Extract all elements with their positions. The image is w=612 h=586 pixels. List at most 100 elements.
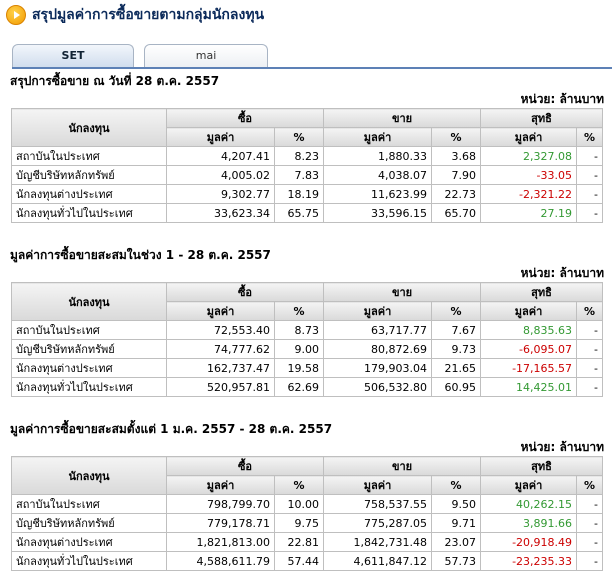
header-sell-pct: %: [431, 127, 482, 147]
sell-value: 4,038.07: [323, 165, 433, 185]
section-title: สรุปการซื้อขาย ณ วันที่ 28 ต.ค. 2557: [10, 74, 220, 88]
buy-value: 74,777.62: [166, 339, 275, 359]
tab-divider: [12, 67, 612, 69]
unit-label: หน่วย: ล้านบาท: [520, 440, 604, 454]
buy-value: 162,737.47: [166, 358, 275, 378]
table-row: บัญชีบริษัทหลักทรัพย์ 779,178.71 9.75 775,2…: [11, 513, 604, 533]
buy-value: 4,207.41: [166, 146, 275, 166]
header-net-value: มูลค่า: [480, 301, 578, 321]
header-investor: นักลงทุน: [11, 282, 167, 321]
header-net: สุทธิ: [480, 456, 604, 476]
header-sell-pct: %: [431, 475, 482, 495]
investor-name: บัญชีบริษัทหลักทรัพย์: [11, 513, 167, 533]
net-value: -33.05: [480, 165, 578, 185]
buy-pct: 10.00: [273, 494, 325, 514]
buy-pct: 65.75: [273, 203, 325, 223]
net-value: 14,425.01: [480, 377, 578, 397]
table-row: สถาบันในประเทศ 4,207.41 8.23 1,880.33 3.68 2,…: [11, 146, 604, 166]
net-value: -2,321.22: [480, 184, 578, 204]
net-value: -20,918.49: [480, 532, 578, 552]
buy-pct: 8.73: [273, 320, 325, 340]
header-net-pct: %: [576, 127, 604, 147]
table-row: นักลงทุนทั่วไปในประเทศ 33,623.34 65.75 33,5…: [11, 203, 604, 223]
header-net-value: มูลค่า: [480, 127, 578, 147]
header-sell-value: มูลค่า: [323, 127, 433, 147]
header-buy: ซื้อ: [165, 108, 325, 128]
investor-name: สถาบันในประเทศ: [11, 494, 167, 514]
investor-name: สถาบันในประเทศ: [11, 146, 167, 166]
trading-table: นักลงทุน ซื้อ ขาย สุทธิ มูลค่า% มูลค่า% มูลค่า…: [11, 108, 604, 223]
net-pct: -: [576, 377, 604, 397]
net-value: 27.19: [480, 203, 578, 223]
table-row: สถาบันในประเทศ 798,799.70 10.00 758,537.55 9…: [11, 494, 604, 514]
sell-value: 758,537.55: [323, 494, 433, 514]
table-row: บัญชีบริษัทหลักทรัพย์ 4,005.02 7.83 4,038.0…: [11, 165, 604, 185]
buy-pct: 8.23: [273, 146, 325, 166]
investor-name: นักลงทุนต่างประเทศ: [11, 532, 167, 552]
net-value: -17,165.57: [480, 358, 578, 378]
sell-value: 775,287.05: [323, 513, 433, 533]
net-pct: -: [576, 165, 604, 185]
sell-pct: 3.68: [431, 146, 482, 166]
header-sell-pct: %: [431, 301, 482, 321]
market-tabs: SET mai: [12, 44, 612, 69]
trading-table: นักลงทุน ซื้อ ขาย สุทธิ มูลค่า% มูลค่า% มูลค่า…: [11, 456, 604, 571]
net-value: -23,235.33: [480, 551, 578, 571]
net-value: 3,891.66: [480, 513, 578, 533]
header-net-value: มูลค่า: [480, 475, 578, 495]
buy-value: 4,588,611.79: [166, 551, 275, 571]
net-pct: -: [576, 339, 604, 359]
sell-value: 179,903.04: [323, 358, 433, 378]
investor-name: นักลงทุนทั่วไปในประเทศ: [11, 203, 167, 223]
net-pct: -: [576, 532, 604, 552]
sell-pct: 9.73: [431, 339, 482, 359]
investor-name: สถาบันในประเทศ: [11, 320, 167, 340]
investor-name: นักลงทุนทั่วไปในประเทศ: [11, 551, 167, 571]
table-row: บัญชีบริษัทหลักทรัพย์ 74,777.62 9.00 80,872…: [11, 339, 604, 359]
sell-pct: 22.73: [431, 184, 482, 204]
sell-value: 1,842,731.48: [323, 532, 433, 552]
header-sell: ขาย: [323, 456, 482, 476]
buy-value: 798,799.70: [166, 494, 275, 514]
header-net-pct: %: [576, 301, 604, 321]
sell-value: 63,717.77: [323, 320, 433, 340]
buy-value: 72,553.40: [166, 320, 275, 340]
tab-mai[interactable]: mai: [144, 44, 268, 68]
sell-pct: 60.95: [431, 377, 482, 397]
net-pct: -: [576, 358, 604, 378]
buy-value: 1,821,813.00: [166, 532, 275, 552]
buy-pct: 18.19: [273, 184, 325, 204]
header-buy: ซื้อ: [165, 456, 325, 476]
table-row: นักลงทุนทั่วไปในประเทศ 4,588,611.79 57.44 4…: [11, 551, 604, 571]
investor-name: นักลงทุนต่างประเทศ: [11, 358, 167, 378]
sell-pct: 21.65: [431, 358, 482, 378]
buy-pct: 9.75: [273, 513, 325, 533]
header-buy-value: มูลค่า: [166, 301, 275, 321]
sell-value: 1,880.33: [323, 146, 433, 166]
arrow-circle-icon: [6, 5, 26, 25]
section-title: มูลค่าการซื้อขายสะสมในช่วง 1 - 28 ต.ค. 2…: [10, 248, 271, 262]
buy-pct: 9.00: [273, 339, 325, 359]
sell-pct: 7.67: [431, 320, 482, 340]
buy-pct: 62.69: [273, 377, 325, 397]
buy-value: 33,623.34: [166, 203, 275, 223]
tab-set[interactable]: SET: [12, 44, 134, 68]
net-pct: -: [576, 184, 604, 204]
header-buy-pct: %: [273, 301, 325, 321]
sell-pct: 9.50: [431, 494, 482, 514]
header-net: สุทธิ: [480, 108, 604, 128]
investor-name: นักลงทุนทั่วไปในประเทศ: [11, 377, 167, 397]
net-pct: -: [576, 320, 604, 340]
section-title: มูลค่าการซื้อขายสะสมตั้งแต่ 1 ม.ค. 2557 …: [10, 422, 333, 436]
header-sell: ขาย: [323, 282, 482, 302]
buy-pct: 7.83: [273, 165, 325, 185]
header-buy-value: มูลค่า: [166, 127, 275, 147]
net-pct: -: [576, 203, 604, 223]
sell-pct: 57.73: [431, 551, 482, 571]
sell-value: 33,596.15: [323, 203, 433, 223]
sell-pct: 23.07: [431, 532, 482, 552]
buy-value: 4,005.02: [166, 165, 275, 185]
net-value: 8,835.63: [480, 320, 578, 340]
page-title: สรุปมูลค่าการซื้อขายตามกลุ่มนักลงทุน: [32, 7, 265, 23]
unit-label: หน่วย: ล้านบาท: [520, 266, 604, 280]
